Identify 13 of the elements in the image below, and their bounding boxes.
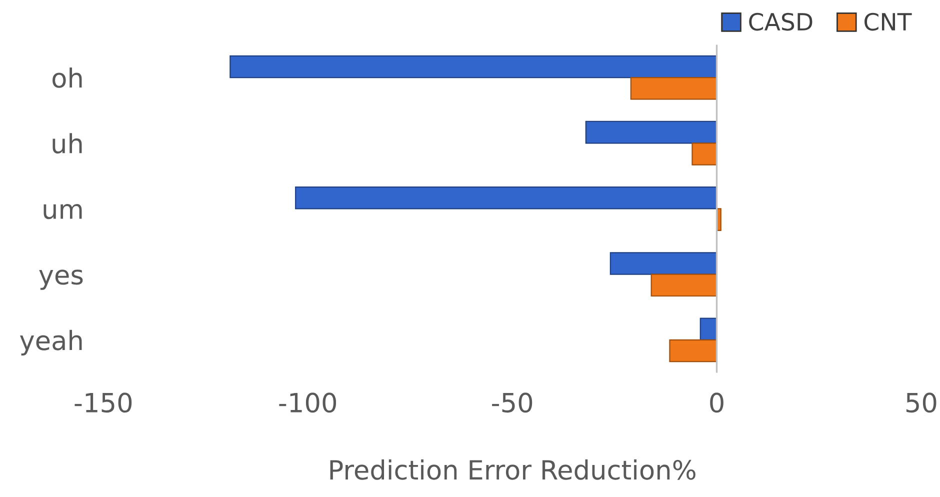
legend-label: CASD xyxy=(749,12,812,31)
x-tick-label: -150 xyxy=(74,392,132,413)
x-tick-label: -100 xyxy=(279,392,336,413)
x-axis-title: Prediction Error Reduction% xyxy=(330,459,696,480)
y-tick-label: oh xyxy=(52,68,82,88)
y-tick-label: yes xyxy=(39,270,83,290)
y-tick-label: uh xyxy=(52,133,82,154)
legend-label: CNT xyxy=(864,12,912,31)
x-tick-label: -50 xyxy=(492,392,532,413)
y-tick-label: um xyxy=(44,204,82,220)
y-tick-label: yeah xyxy=(20,330,82,356)
x-tick-label: 50 xyxy=(906,392,936,413)
x-tick-label: 0 xyxy=(710,392,724,413)
